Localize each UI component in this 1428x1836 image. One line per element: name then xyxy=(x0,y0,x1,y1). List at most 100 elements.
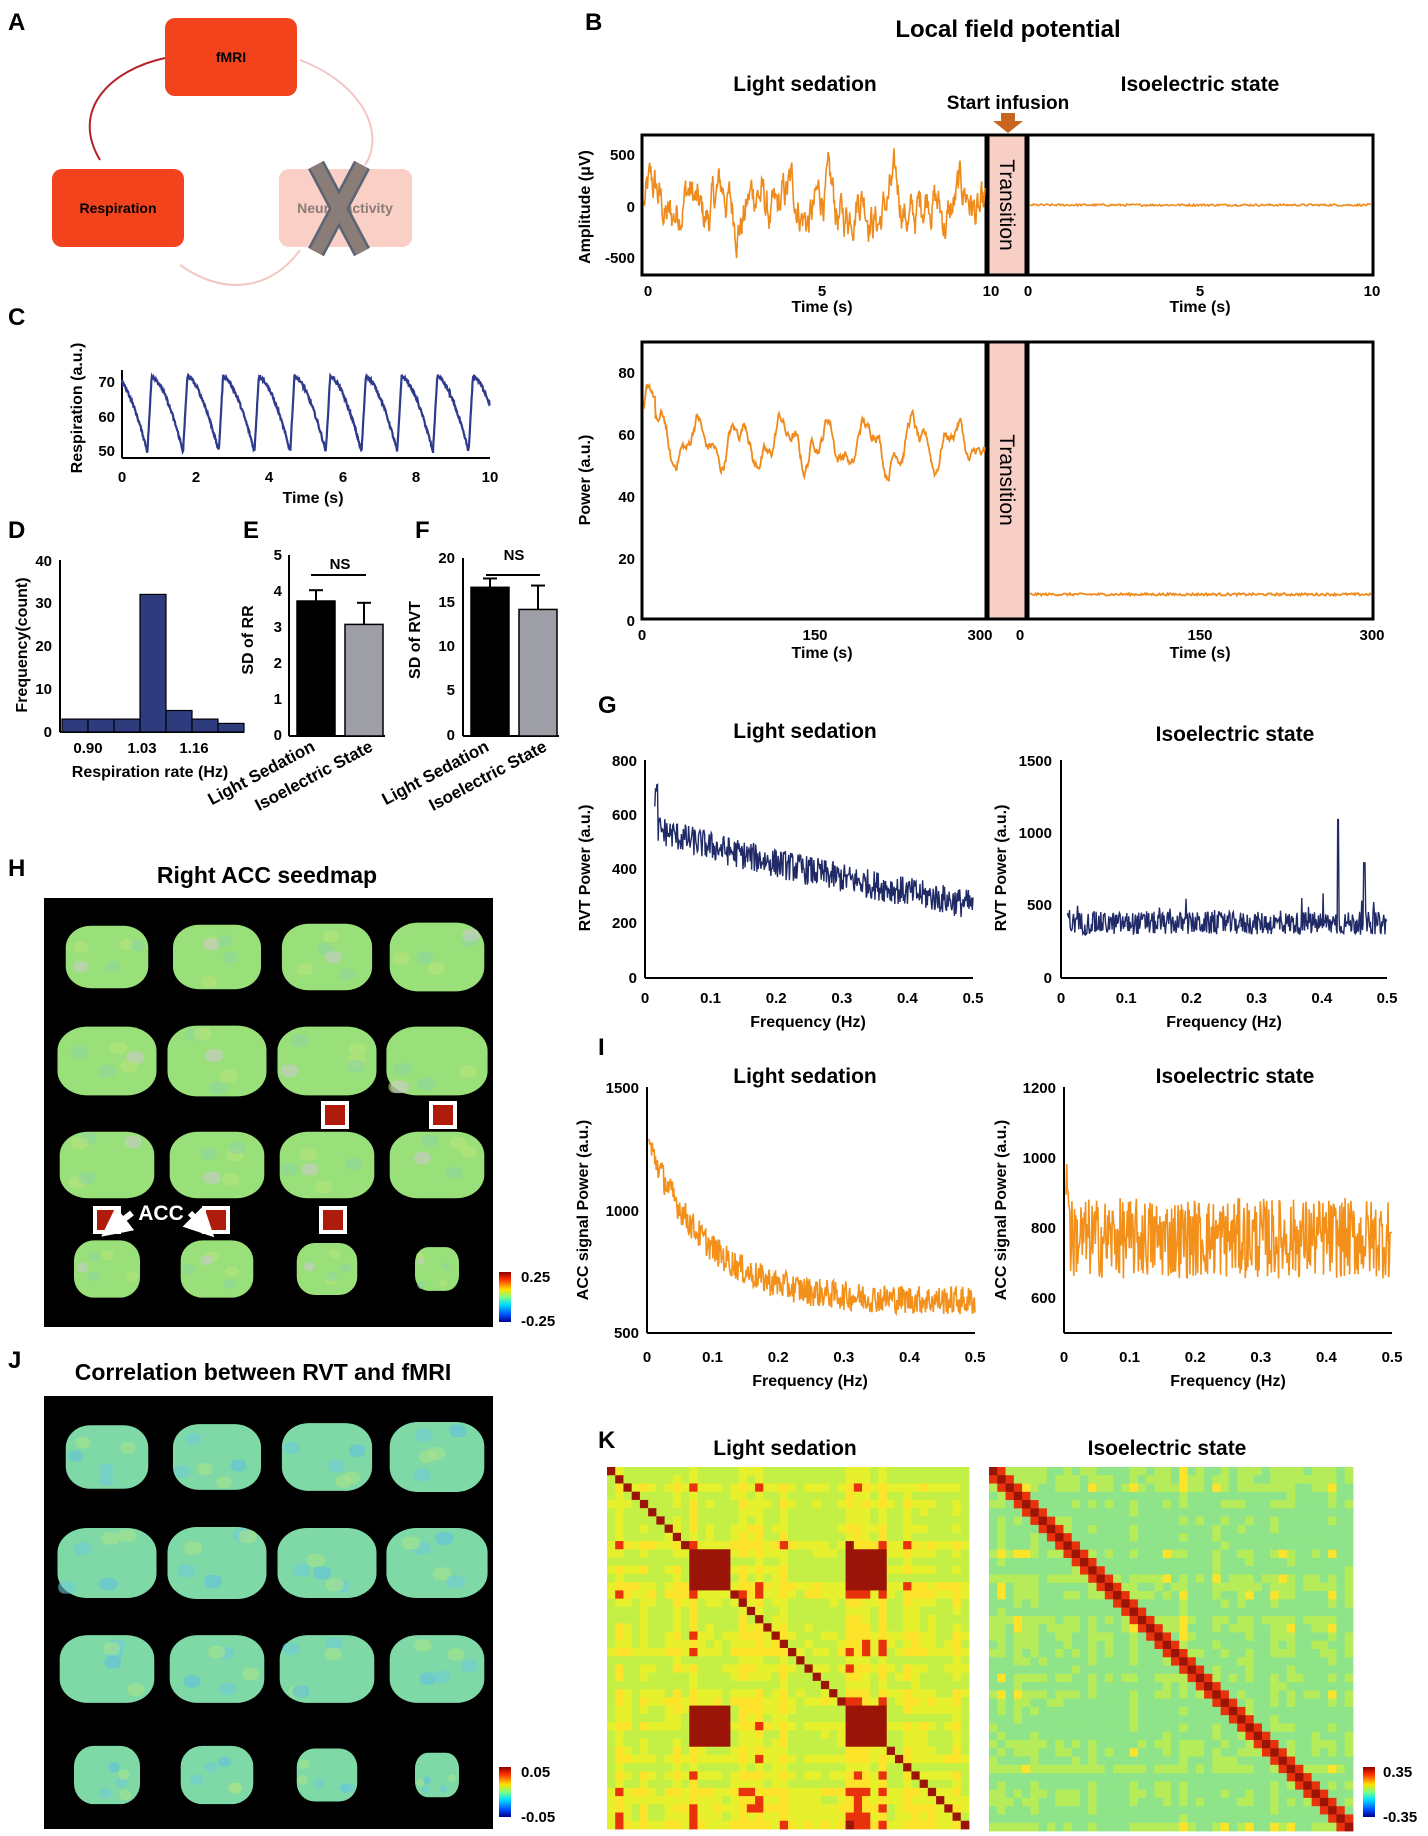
matrix-light-sedation-cell xyxy=(722,1598,731,1608)
matrix-isoelectric-cell xyxy=(997,1558,1006,1567)
matrix-light-sedation-cell xyxy=(722,1697,731,1706)
matrix-isoelectric-cell xyxy=(1104,1508,1114,1518)
matrix-light-sedation-cell xyxy=(845,1648,855,1657)
matrix-isoelectric-cell xyxy=(1228,1773,1238,1782)
matrix-light-sedation-cell xyxy=(730,1713,740,1723)
matrix-light-sedation-cell xyxy=(746,1787,756,1797)
matrix-isoelectric-cell xyxy=(1237,1615,1246,1625)
matrix-light-sedation-cell xyxy=(664,1541,674,1550)
matrix-light-sedation-cell xyxy=(886,1582,896,1591)
matrix-isoelectric-cell xyxy=(1104,1698,1114,1708)
matrix-light-sedation-cell xyxy=(697,1491,707,1501)
matrix-isoelectric-cell xyxy=(1286,1673,1296,1683)
matrix-light-sedation-cell xyxy=(689,1598,698,1608)
matrix-light-sedation-cell xyxy=(927,1738,937,1748)
matrix-isoelectric-cell xyxy=(1129,1682,1139,1691)
matrix-isoelectric-cell xyxy=(1270,1673,1279,1683)
matrix-isoelectric-cell xyxy=(1046,1615,1056,1625)
matrix-isoelectric-cell xyxy=(1154,1508,1164,1518)
matrix-light-sedation-cell xyxy=(878,1648,888,1657)
matrix-isoelectric-cell xyxy=(1253,1607,1263,1617)
matrix-light-sedation-cell xyxy=(697,1532,707,1542)
matrix-light-sedation-cell xyxy=(903,1598,912,1608)
matrix-isoelectric-cell xyxy=(1303,1491,1313,1501)
matrix-isoelectric-cell xyxy=(1129,1748,1139,1757)
matrix-isoelectric-cell xyxy=(1088,1632,1097,1642)
matrix-light-sedation-cell xyxy=(870,1796,879,1805)
matrix-light-sedation-cell xyxy=(779,1541,789,1550)
rvt-right-ytick: 1500 xyxy=(1019,753,1052,770)
matrix-light-sedation-cell xyxy=(960,1483,970,1493)
matrix-light-sedation-cell xyxy=(664,1664,674,1674)
matrix-isoelectric-cell xyxy=(1038,1467,1048,1476)
matrix-isoelectric-cell xyxy=(1162,1657,1172,1666)
matrix-isoelectric-cell xyxy=(1038,1516,1048,1526)
matrix-light-sedation-cell xyxy=(960,1475,970,1484)
matrix-light-sedation-cell xyxy=(829,1804,838,1813)
matrix-light-sedation-cell xyxy=(681,1656,690,1665)
rvt-left-ytick: 600 xyxy=(612,807,637,824)
matrix-light-sedation-cell xyxy=(804,1738,814,1748)
seedmap-slice-texture xyxy=(203,938,220,951)
matrix-isoelectric-cell xyxy=(1146,1574,1155,1584)
matrix-isoelectric-cell xyxy=(1262,1566,1271,1575)
matrix-light-sedation-cell xyxy=(944,1491,953,1501)
matrix-light-sedation-cell xyxy=(722,1664,731,1674)
matrix-isoelectric-cell xyxy=(1319,1516,1329,1526)
matrix-isoelectric-cell xyxy=(1228,1682,1238,1691)
matrix-isoelectric-cell xyxy=(1187,1764,1197,1774)
matrix-light-sedation-cell xyxy=(944,1573,953,1583)
matrix-isoelectric-cell xyxy=(1013,1756,1023,1766)
matrix-light-sedation-cell xyxy=(755,1467,764,1476)
matrix-isoelectric-cell xyxy=(1237,1690,1246,1700)
sdrr-ytick: 5 xyxy=(274,547,282,564)
matrix-isoelectric-cell xyxy=(1030,1723,1040,1733)
resp-xtick: 10 xyxy=(482,469,499,486)
rvt-fmri-slice-texture xyxy=(185,1432,202,1445)
matrix-light-sedation-cell xyxy=(919,1697,929,1706)
matrix-isoelectric-cell xyxy=(1187,1781,1197,1791)
matrix-isoelectric-cell xyxy=(1096,1516,1106,1526)
matrix-light-sedation-cell xyxy=(771,1763,781,1772)
lfp-power-xtick: 300 xyxy=(1359,627,1384,644)
matrix-isoelectric-cell xyxy=(1013,1467,1023,1476)
cycle-arrow-fmri-resp xyxy=(88,57,166,161)
matrix-isoelectric-cell xyxy=(1137,1558,1147,1567)
matrix-light-sedation-cell xyxy=(648,1796,657,1805)
matrix-light-sedation-cell xyxy=(886,1713,896,1723)
matrix-light-sedation-cell xyxy=(812,1557,822,1567)
matrix-isoelectric-cell xyxy=(1022,1698,1031,1708)
matrix-isoelectric-cell xyxy=(1005,1500,1015,1509)
matrix-light-sedation-cell xyxy=(952,1730,962,1739)
matrix-light-sedation-cell xyxy=(656,1623,665,1632)
matrix-light-sedation-cell xyxy=(788,1705,797,1715)
matrix-isoelectric-cell xyxy=(1262,1558,1271,1567)
rvt-right-title: Isoelectric state xyxy=(1156,723,1315,746)
seedmap-slice-texture xyxy=(73,941,89,953)
matrix-isoelectric-cell xyxy=(1245,1698,1255,1708)
matrix-isoelectric-cell xyxy=(1344,1549,1354,1559)
matrix-isoelectric-cell xyxy=(1212,1591,1222,1600)
matrix-isoelectric-cell xyxy=(1270,1500,1279,1509)
matrix-light-sedation-cell xyxy=(738,1639,748,1649)
matrix-light-sedation-cell xyxy=(820,1508,830,1517)
matrix-isoelectric-cell xyxy=(1179,1475,1188,1484)
matrix-light-sedation-cell xyxy=(903,1524,912,1534)
matrix-isoelectric-cell xyxy=(1253,1632,1263,1642)
matrix-light-sedation-cell xyxy=(804,1722,814,1731)
matrix-isoelectric-cell xyxy=(1113,1723,1122,1733)
matrix-light-sedation-cell xyxy=(615,1746,624,1756)
matrix-light-sedation-cell xyxy=(812,1598,822,1608)
matrix-light-sedation-cell xyxy=(960,1730,970,1739)
matrix-isoelectric-cell xyxy=(1137,1599,1147,1609)
matrix-light-sedation-cell xyxy=(705,1549,715,1558)
matrix-isoelectric-cell xyxy=(1171,1773,1180,1782)
matrix-isoelectric-cell xyxy=(1162,1789,1172,1799)
matrix-light-sedation-cell xyxy=(722,1631,731,1641)
matrix-light-sedation-cell xyxy=(763,1713,772,1723)
matrix-light-sedation-cell xyxy=(944,1631,953,1641)
matrix-light-sedation-cell xyxy=(771,1648,781,1657)
matrix-light-sedation-cell xyxy=(853,1532,863,1542)
matrix-isoelectric-cell xyxy=(989,1574,998,1584)
matrix-light-sedation-cell xyxy=(820,1549,830,1558)
